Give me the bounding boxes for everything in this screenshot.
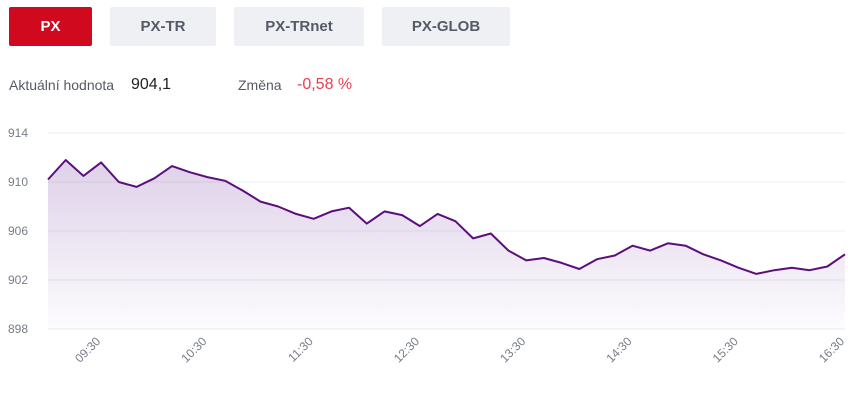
y-tick-label: 910	[8, 175, 28, 189]
x-tick-label: 13:30	[497, 334, 528, 365]
y-tick-label: 914	[8, 126, 28, 140]
change-value: -0,58 %	[297, 76, 353, 93]
current-value-label: Aktuální hodnota	[9, 77, 115, 93]
x-tick-label: 16:30	[816, 334, 847, 365]
change-label: Změna	[238, 77, 282, 93]
tab-px-trnet[interactable]: PX-TRnet	[234, 7, 364, 46]
y-axis: 914 910 906 902 898	[8, 126, 28, 336]
tab-px-tr[interactable]: PX-TR	[110, 7, 216, 46]
x-tick-label: 15:30	[710, 334, 741, 365]
y-tick-label: 902	[8, 273, 28, 287]
x-axis: 09:30 10:30 11:30 12:30 13:30 14:30 15:30 16:30	[72, 334, 847, 365]
x-tick-label: 14:30	[603, 334, 634, 365]
x-tick-label: 11:30	[285, 334, 316, 365]
y-tick-label: 898	[8, 322, 28, 336]
px-intraday-chart: 914 910 906 902 898 09:30 10:30 11:30 12:30 13:3…	[8, 126, 847, 365]
x-tick-label: 12:30	[391, 334, 422, 365]
price-area	[48, 160, 845, 329]
current-value: 904,1	[131, 76, 172, 93]
x-tick-label: 09:30	[72, 334, 103, 365]
tab-px[interactable]: PX	[9, 7, 92, 46]
x-tick-label: 10:30	[178, 334, 209, 365]
tab-px-glob[interactable]: PX-GLOB	[382, 7, 510, 46]
price-line	[47, 159, 846, 275]
y-tick-label: 906	[8, 224, 28, 238]
